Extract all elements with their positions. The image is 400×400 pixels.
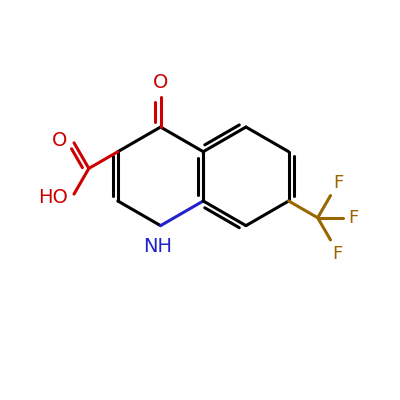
Text: F: F xyxy=(348,209,358,227)
Text: F: F xyxy=(334,174,344,192)
Text: HO: HO xyxy=(38,188,68,207)
Text: O: O xyxy=(52,131,67,150)
Text: O: O xyxy=(153,72,168,92)
Text: F: F xyxy=(332,245,343,263)
Text: NH: NH xyxy=(143,237,172,256)
